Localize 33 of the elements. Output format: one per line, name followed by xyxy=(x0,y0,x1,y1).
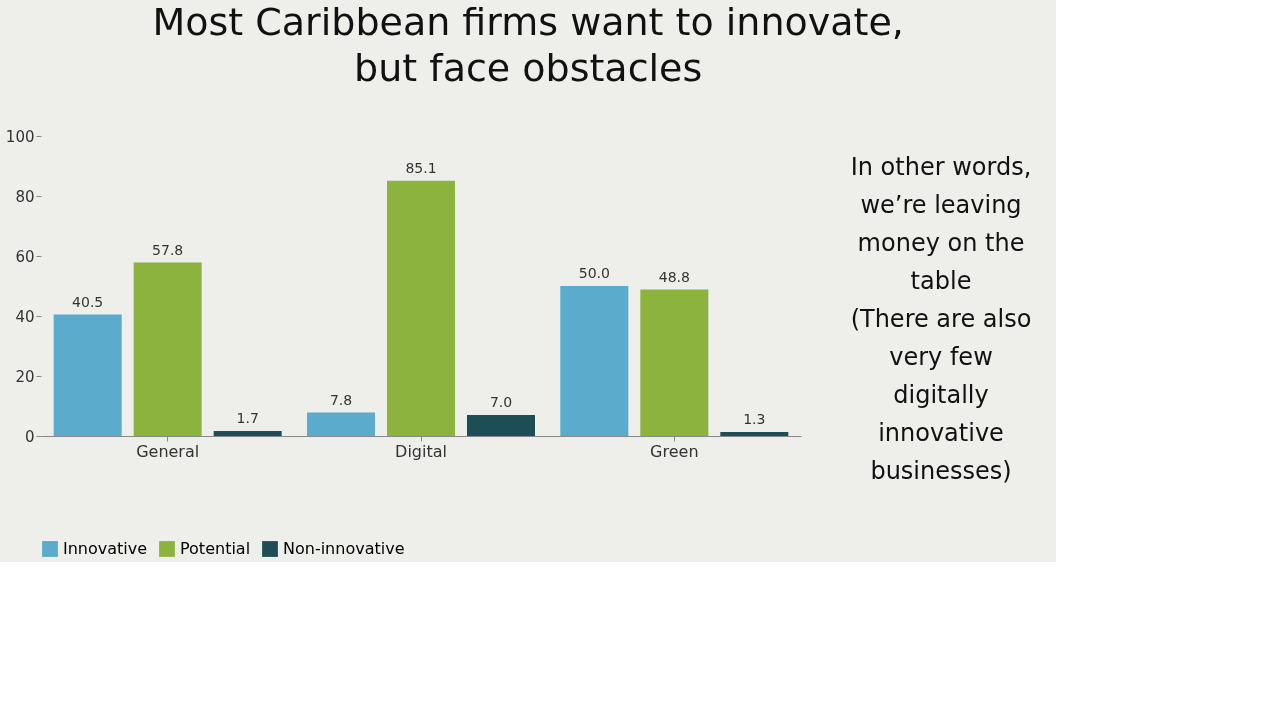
bar xyxy=(720,432,789,436)
bar xyxy=(560,286,629,436)
y-tick-label: 0 xyxy=(24,427,35,446)
chart-title: Most Caribbean firms want to innovate, but face obstacles xyxy=(152,0,904,90)
bar xyxy=(640,289,709,436)
text: 1.3 xyxy=(743,411,766,428)
text: 50.0 xyxy=(578,265,610,281)
bar xyxy=(467,415,535,436)
text: (There are also very few digitally innovative businesses) xyxy=(850,305,1032,485)
text: 85.1 xyxy=(405,159,437,176)
bar xyxy=(307,412,375,436)
bar xyxy=(133,262,202,436)
text: 40.5 xyxy=(72,293,104,310)
legend-label: Innovative xyxy=(63,539,148,558)
x-tick-label: Digital xyxy=(395,441,447,461)
bar xyxy=(53,314,122,436)
legend-label: Potential xyxy=(180,539,251,558)
y-tick-label: 60 xyxy=(15,247,35,266)
bar xyxy=(387,180,455,436)
y-tick-label: 40 xyxy=(15,307,35,326)
text: 57.8 xyxy=(152,241,184,258)
x-tick-label: General xyxy=(136,441,200,461)
y-tick-label: 80 xyxy=(15,187,35,206)
text: In other words, we’re leaving money on the table xyxy=(850,153,1032,295)
text: 7.0 xyxy=(489,394,513,410)
y-tick-label: 20 xyxy=(15,367,35,386)
text: 48.8 xyxy=(658,268,690,285)
y-tick-label: 100 xyxy=(5,127,35,146)
text: 1.7 xyxy=(236,409,259,426)
text: 7.8 xyxy=(329,391,353,408)
x-tick-label: Green xyxy=(650,441,699,461)
legend-label: Non-innovative xyxy=(283,539,405,558)
bar xyxy=(213,430,282,436)
